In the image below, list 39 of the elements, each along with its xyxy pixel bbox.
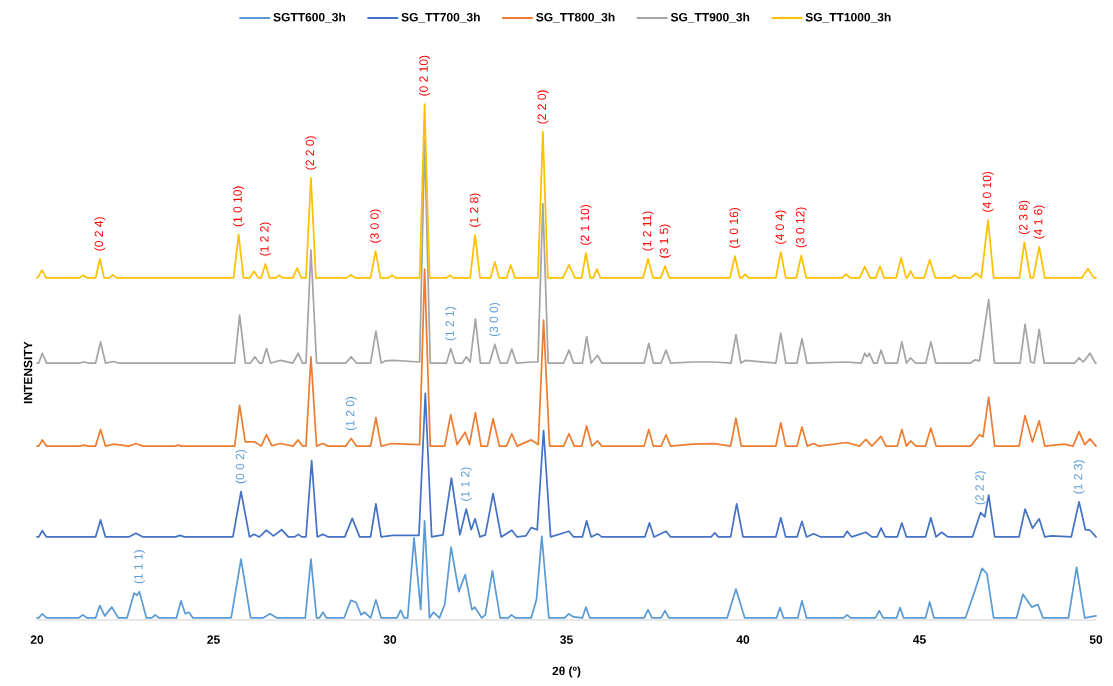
annotation: (2 2 2) — [974, 471, 987, 505]
annotation: (2 2 0) — [305, 136, 317, 170]
annotation: (2 3 8) — [1018, 200, 1030, 234]
annotation: (4 0 4) — [775, 210, 787, 244]
x-tick-label: 25 — [207, 635, 220, 644]
annotation: (4 1 6) — [1033, 205, 1045, 239]
annotation: (1 2 0) — [345, 396, 357, 431]
annotation: (1 2 3) — [1073, 460, 1085, 494]
annotation: (1 2 2) — [259, 222, 271, 256]
legend-label: SG_TT700_3h — [401, 12, 480, 23]
annotation: (0 2 10) — [419, 55, 431, 96]
annotation: (1 2 8) — [469, 193, 481, 227]
x-tick-label: 40 — [736, 635, 750, 644]
x-tick-label: 35 — [560, 635, 573, 644]
annotation: (2 1 10) — [580, 204, 592, 245]
annotation: (1 1 1) — [133, 550, 145, 584]
annotation: (4 0 10) — [982, 171, 994, 212]
x-tick-label: 45 — [913, 635, 926, 644]
x-axis-title: 2θ (º) — [552, 666, 581, 678]
annotation: (1 1 2) — [460, 467, 472, 501]
annotation: (3 1 5) — [659, 224, 671, 258]
annotation: (1 0 16) — [729, 208, 741, 248]
x-tick-label: 30 — [383, 635, 397, 644]
annotation: (1 2 1) — [445, 307, 457, 341]
x-tick-label: 50 — [1089, 635, 1103, 644]
legend-label: SGTT600_3h — [273, 12, 346, 23]
y-axis-title: INTENSITY — [23, 341, 33, 404]
annotation: (2 2 0) — [537, 90, 549, 124]
annotation: (1 2 11) — [642, 211, 654, 251]
annotation: (0 0 2) — [235, 449, 247, 484]
annotation: (3 0 0) — [489, 302, 501, 337]
annotation: (3 0 0) — [369, 209, 382, 243]
legend-label: SG_TT800_3h — [536, 12, 615, 23]
legend-label: SG_TT900_3h — [670, 12, 750, 23]
annotation: (0 2 4) — [94, 217, 106, 251]
annotation: (1 0 10) — [232, 186, 245, 227]
annotation: (3 0 12) — [795, 207, 807, 248]
x-tick-label: 20 — [30, 635, 44, 644]
legend-label: SG_TT1000_3h — [805, 12, 891, 23]
